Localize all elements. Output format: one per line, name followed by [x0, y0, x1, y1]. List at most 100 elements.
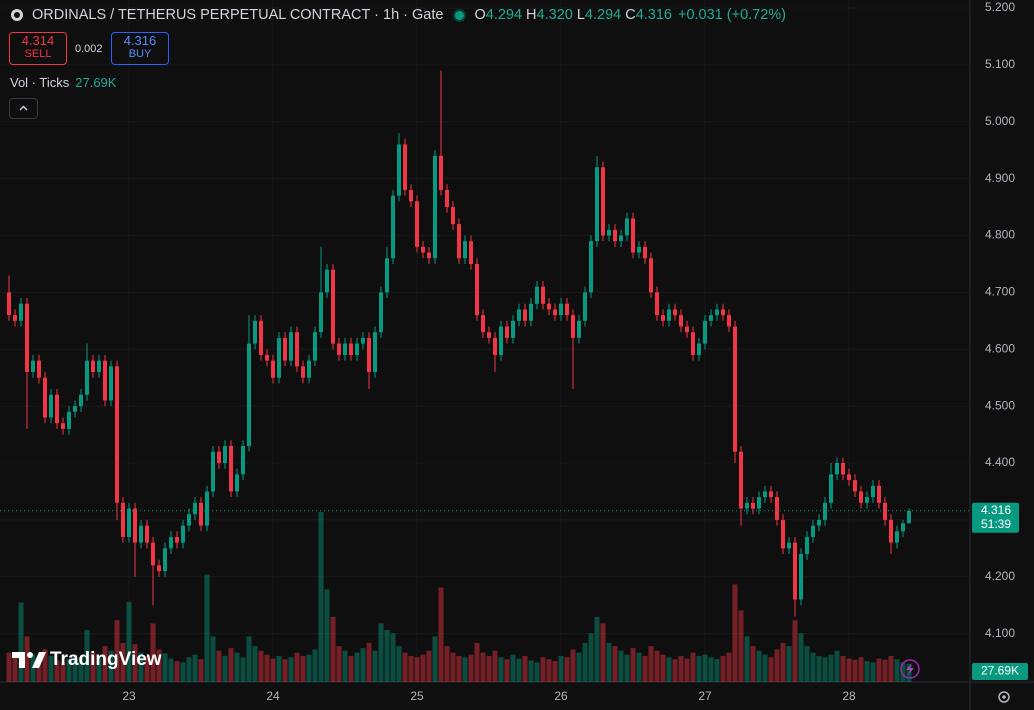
candle-body	[787, 542, 791, 549]
candle-body	[745, 502, 749, 509]
candle-body	[31, 360, 35, 372]
candle-body	[727, 315, 731, 327]
candle-body	[907, 510, 911, 524]
volume-bar	[384, 629, 390, 682]
candle-body	[343, 343, 347, 355]
spread: 0.002	[75, 43, 103, 55]
volume-bar	[54, 660, 60, 682]
volume-bar	[642, 655, 648, 682]
y-tick-label: 5.100	[985, 57, 1015, 71]
volume-bar	[294, 652, 300, 682]
candle-body	[127, 508, 131, 537]
candle-body	[109, 366, 113, 401]
volume-bar	[846, 658, 852, 682]
y-tick-label: 4.900	[985, 171, 1015, 185]
volume-bar	[774, 649, 780, 682]
volume-bar	[36, 659, 42, 682]
volume-bar	[120, 642, 126, 682]
candle-body	[823, 502, 827, 520]
candle-body	[865, 497, 869, 503]
volume-bar	[798, 633, 804, 682]
volume-bar	[246, 636, 252, 682]
candle-body	[571, 315, 575, 338]
grid	[0, 0, 970, 682]
candle-body	[13, 315, 17, 321]
x-tick-label: 28	[842, 689, 856, 703]
candle-body	[217, 451, 221, 464]
candle-body	[295, 332, 299, 367]
candle-body	[817, 519, 821, 526]
candle-body	[373, 332, 377, 372]
volume-bar	[834, 650, 840, 682]
y-tick-label: 4.700	[985, 285, 1015, 299]
candle-body	[271, 360, 275, 378]
volume-bar	[144, 655, 150, 682]
volume-bar	[372, 650, 378, 682]
volume-bar	[474, 642, 480, 682]
candle-body	[181, 525, 185, 543]
volume-bar	[84, 629, 90, 682]
candle-body	[487, 332, 491, 338]
volume-bar	[138, 652, 144, 682]
candle-body	[637, 246, 641, 253]
volume-bar	[768, 657, 774, 682]
y-tick-label: 4.100	[985, 626, 1015, 640]
volume-bar	[624, 654, 630, 682]
volume-bar	[132, 644, 138, 682]
volume-bar	[204, 574, 210, 682]
volume-bar	[312, 649, 318, 682]
volume-bar	[24, 636, 30, 682]
brand-logo	[12, 652, 46, 668]
volume-bar	[192, 654, 198, 682]
volume-bar	[636, 652, 642, 682]
settings-icon[interactable]	[998, 691, 1010, 703]
volume-bar	[630, 648, 636, 682]
volume-bar	[174, 661, 180, 682]
volume-bar	[894, 659, 900, 682]
sell-button[interactable]: 4.314 SELL	[9, 32, 67, 65]
candle-body	[361, 337, 365, 344]
volume-bar	[420, 654, 426, 682]
y-tick-label: 4.400	[985, 455, 1015, 469]
candle-body	[871, 485, 875, 498]
volume-bar	[858, 657, 864, 682]
sell-label: SELL	[24, 48, 52, 60]
collapse-button[interactable]	[9, 98, 38, 119]
volume-bar	[654, 650, 660, 682]
status-dot	[455, 10, 465, 20]
volume-bar	[522, 655, 528, 682]
candle-body	[523, 309, 527, 321]
candle-body	[775, 497, 779, 520]
volume-bar	[300, 655, 306, 682]
candle-body	[283, 337, 287, 361]
volume-bar	[66, 658, 72, 682]
volume-bar	[108, 650, 114, 682]
candle-body	[73, 406, 77, 412]
x-tick-label: 24	[266, 689, 280, 703]
candle-body	[739, 451, 743, 509]
volume-bar	[738, 610, 744, 682]
candle-body	[37, 360, 41, 378]
volume-bar	[660, 654, 666, 682]
volume-bar	[870, 662, 876, 682]
candle-body	[325, 269, 329, 293]
candle-body	[145, 525, 149, 543]
symbol-title[interactable]: ORDINALS / TETHERUS PERPETUAL CONTRACT ·…	[32, 7, 444, 23]
alert-icon[interactable]	[900, 659, 920, 679]
volume-bar	[882, 659, 888, 682]
volume-bar	[726, 652, 732, 682]
volume-bar	[432, 636, 438, 682]
last-price-box	[972, 502, 1019, 533]
candle-body	[721, 309, 725, 316]
x-tick-label: 23	[122, 689, 136, 703]
volume-bar	[816, 655, 822, 682]
buy-button[interactable]: 4.316 BUY	[111, 32, 169, 65]
candle-body	[421, 246, 425, 253]
alert-bolt	[906, 663, 914, 675]
volume-bar	[360, 648, 366, 682]
volume-bar	[90, 652, 96, 682]
candle-body	[385, 258, 389, 293]
candle-body	[697, 343, 701, 355]
candle-body	[589, 241, 593, 293]
candle-body	[139, 525, 143, 543]
